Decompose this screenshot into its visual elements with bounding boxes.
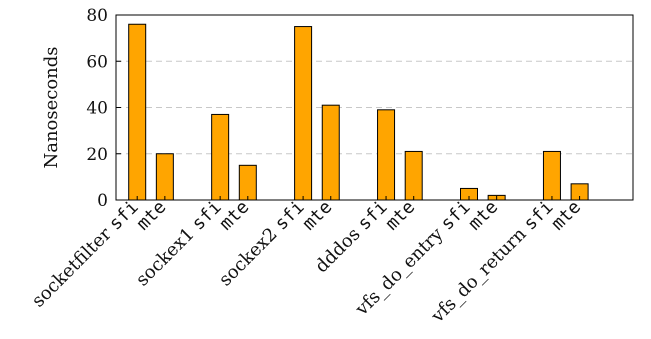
y-axis-label: Nanoseconds	[41, 46, 62, 168]
group-name: socketfilter	[28, 220, 120, 312]
bar-vfs_do_return-sfi	[542, 150, 561, 201]
bar-dddos-mte	[404, 150, 423, 201]
x-tick-label: socketfilter sfi	[28, 197, 143, 312]
group-name: dddos	[311, 220, 369, 278]
y-tick-label: 20	[86, 145, 108, 165]
y-tick-label: 80	[86, 6, 108, 26]
bar-method-label: mte	[381, 197, 419, 235]
x-tick-label: mte	[381, 197, 419, 235]
bar-sockex1-mte	[238, 164, 257, 201]
x-tick-label: mte	[298, 197, 336, 235]
bar-sockex2-mte	[321, 104, 340, 201]
x-tick-label: mte	[547, 197, 585, 235]
x-tick-label: mte	[464, 197, 502, 235]
y-tick-label: 40	[86, 99, 108, 119]
x-tick-label: mte	[215, 197, 253, 235]
bar-dddos-sfi	[377, 109, 396, 201]
bar-method-label: mte	[464, 197, 502, 235]
bar-socketfilter-mte	[155, 153, 174, 201]
bar-method-label: mte	[547, 197, 585, 235]
y-tick-label: 60	[86, 52, 108, 72]
bar-method-label: mte	[215, 197, 253, 235]
y-tick-label: 0	[97, 191, 108, 211]
bar-method-label: mte	[298, 197, 336, 235]
bar-method-label: mte	[133, 197, 171, 235]
bar-sockex2-sfi	[294, 26, 313, 201]
x-tick-label: mte	[133, 197, 171, 235]
bars	[128, 23, 589, 201]
y-axis-ticks: 0 20 40 60 80	[86, 6, 121, 211]
bar-sockex1-sfi	[211, 113, 230, 201]
bar-socketfilter-sfi	[128, 23, 147, 201]
